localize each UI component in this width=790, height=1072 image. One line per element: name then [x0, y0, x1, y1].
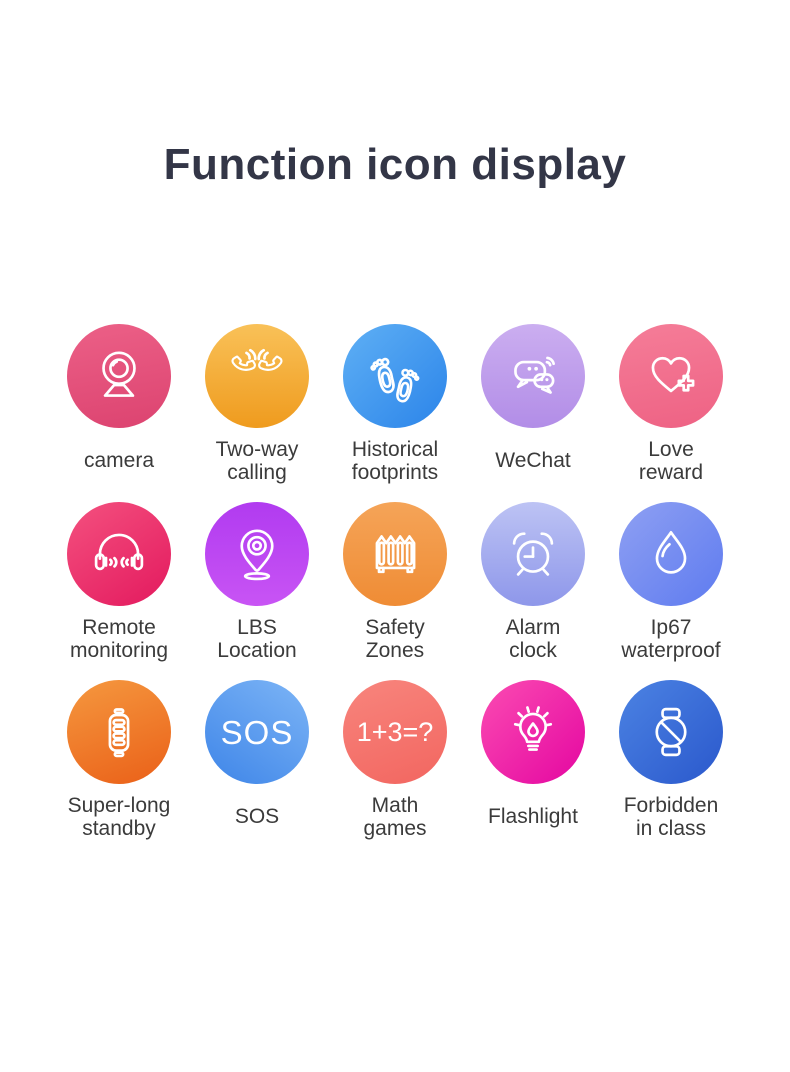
- function-label: Love reward: [639, 435, 703, 487]
- two-way-calling-circle: [205, 324, 309, 428]
- function-label-line: SOS: [234, 805, 280, 829]
- function-label-line: Zones: [365, 639, 425, 662]
- sos-circle: SOS: [205, 680, 309, 784]
- function-item-remote-monitoring: Remote monitoring: [50, 502, 188, 665]
- function-label-line: Math: [371, 793, 419, 817]
- math-equation-text: 1+3=?: [356, 716, 434, 747]
- function-label: Safety Zones: [365, 613, 425, 665]
- function-label-line: Love: [648, 437, 694, 461]
- ip67-waterproof-circle: [619, 502, 723, 606]
- math-games-circle: 1+3=?: [343, 680, 447, 784]
- function-label-line: games: [363, 817, 427, 840]
- function-item-alarm-clock: Alarm clock: [464, 502, 602, 665]
- function-item-wechat: WeChat: [464, 324, 602, 487]
- function-label-line: Flashlight: [488, 805, 578, 829]
- function-label: Alarm clock: [506, 613, 561, 665]
- function-item-ip67-waterproof: Ip67 waterproof: [602, 502, 740, 665]
- function-label: LBS Location: [217, 613, 296, 665]
- function-label-line: waterproof: [621, 639, 721, 662]
- function-label-line: Ip67: [650, 615, 692, 639]
- function-label-line: camera: [83, 449, 155, 473]
- fence-icon: [362, 521, 428, 587]
- page-title: Function icon display: [163, 140, 627, 189]
- forbidden-in-class-circle: [619, 680, 723, 784]
- water-drop-icon: [638, 521, 704, 587]
- super-long-standby-circle: [67, 680, 171, 784]
- function-label-line: clock: [509, 639, 557, 662]
- flashlight-circle: [481, 680, 585, 784]
- function-label-line: LBS: [237, 615, 277, 639]
- historical-footprints-circle: [343, 324, 447, 428]
- function-label-line: Forbidden: [623, 793, 719, 817]
- watch-forbidden-icon: [638, 699, 704, 765]
- function-label-line: reward: [638, 461, 704, 484]
- footprints-icon: [362, 343, 428, 409]
- function-item-super-long-standby: Super-long standby: [50, 680, 188, 843]
- function-item-sos: SOS SOS: [188, 680, 326, 843]
- sos-text: SOS: [220, 713, 294, 751]
- love-reward-circle: [619, 324, 723, 428]
- function-item-two-way-calling: Two-way calling: [188, 324, 326, 487]
- remote-monitoring-circle: [67, 502, 171, 606]
- function-label: Historical footprints: [352, 435, 438, 487]
- headphones-icon: [86, 521, 152, 587]
- function-item-camera: camera: [50, 324, 188, 487]
- function-item-historical-footprints: Historical footprints: [326, 324, 464, 487]
- function-label-line: calling: [227, 461, 287, 484]
- function-label: Remote monitoring: [70, 613, 168, 665]
- battery-icon: [86, 699, 152, 765]
- lightbulb-icon: [500, 699, 566, 765]
- function-label-line: Safety: [365, 615, 425, 639]
- function-label: camera: [84, 435, 154, 487]
- function-label: Math games: [363, 791, 426, 843]
- function-label-line: in class: [635, 817, 707, 840]
- alarm-clock-circle: [481, 502, 585, 606]
- function-item-math-games: 1+3=? Math games: [326, 680, 464, 843]
- function-label: WeChat: [495, 435, 570, 487]
- function-item-safety-zones: Safety Zones: [326, 502, 464, 665]
- function-item-flashlight: Flashlight: [464, 680, 602, 843]
- heart-plus-icon: [638, 343, 704, 409]
- lbs-location-circle: [205, 502, 309, 606]
- function-item-lbs-location: LBS Location: [188, 502, 326, 665]
- function-label-line: Remote: [82, 615, 156, 639]
- webcam-icon: [86, 343, 152, 409]
- function-label-line: Location: [217, 639, 297, 662]
- alarm-clock-icon: [500, 521, 566, 587]
- phone-handsets-icon: [224, 343, 290, 409]
- function-grid: camera Two-way calling Historical footprints…: [0, 324, 790, 843]
- function-label: Super-long standby: [68, 791, 171, 843]
- function-label-line: monitoring: [69, 639, 169, 662]
- function-label-line: standby: [82, 817, 156, 840]
- camera-circle: [67, 324, 171, 428]
- function-label-line: Super-long: [67, 793, 171, 817]
- function-label-line: WeChat: [495, 449, 571, 473]
- function-label-line: Two-way: [215, 437, 299, 461]
- function-label: Two-way calling: [216, 435, 299, 487]
- chat-bubbles-icon: [500, 343, 566, 409]
- location-pin-icon: [224, 521, 290, 587]
- wechat-circle: [481, 324, 585, 428]
- function-label-line: Alarm: [505, 615, 561, 639]
- function-label-line: Historical: [351, 437, 439, 461]
- function-label: Flashlight: [488, 791, 578, 843]
- function-label: SOS: [235, 791, 279, 843]
- safety-zones-circle: [343, 502, 447, 606]
- function-item-forbidden-in-class: Forbidden in class: [602, 680, 740, 843]
- function-label-line: footprints: [351, 461, 439, 484]
- function-label: Ip67 waterproof: [621, 613, 720, 665]
- function-item-love-reward: Love reward: [602, 324, 740, 487]
- function-label: Forbidden in class: [624, 791, 719, 843]
